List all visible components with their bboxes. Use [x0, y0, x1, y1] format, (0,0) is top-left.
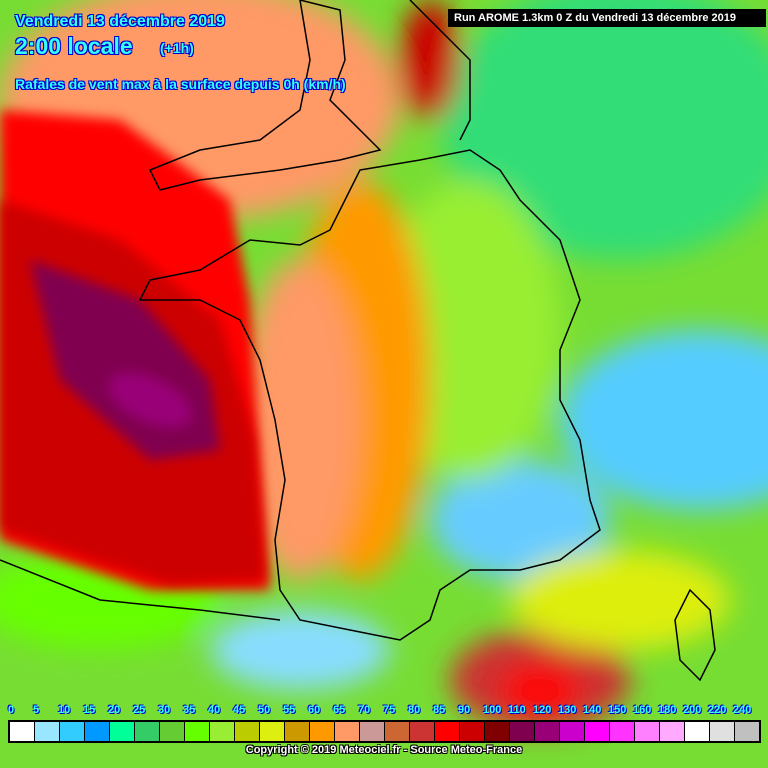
legend-label: 60: [308, 704, 321, 716]
legend-label: 120: [533, 704, 552, 716]
legend-swatch: [510, 722, 535, 741]
legend-label: 240: [733, 704, 752, 716]
legend-label: 20: [108, 704, 121, 716]
legend-swatch: [535, 722, 560, 741]
legend-label: 110: [508, 704, 526, 716]
legend-color-bar: [8, 720, 761, 743]
legend-label: 15: [83, 704, 96, 716]
legend-label: 160: [633, 704, 652, 716]
legend-swatch: [735, 722, 759, 741]
legend-swatch: [310, 722, 335, 741]
legend-swatch: [110, 722, 135, 741]
legend-label: 5: [33, 704, 40, 716]
legend-label: 100: [483, 704, 502, 716]
legend-swatch: [660, 722, 685, 741]
legend-swatch: [185, 722, 210, 741]
legend-swatch: [210, 722, 235, 741]
coastlines: [0, 0, 716, 682]
legend-label: 70: [358, 704, 371, 716]
legend-swatch: [360, 722, 385, 741]
legend-label: 65: [333, 704, 346, 716]
legend-swatch: [260, 722, 285, 741]
legend-label: 85: [433, 704, 446, 716]
legend-swatch: [385, 722, 410, 741]
legend-label: 80: [408, 704, 421, 716]
legend-label: 75: [383, 704, 396, 716]
run-info: Run AROME 1.3km 0 Z du Vendredi 13 décem…: [448, 9, 766, 27]
legend-label: 45: [233, 704, 246, 716]
legend-label: 140: [583, 704, 602, 716]
legend-label: 35: [183, 704, 196, 716]
legend-label: 0: [8, 704, 15, 716]
legend-label: 150: [608, 704, 627, 716]
legend-swatch: [35, 722, 60, 741]
storm-core: [108, 372, 192, 428]
legend-label: 55: [283, 704, 296, 716]
forecast-time: 2:00 locale: [15, 33, 133, 59]
legend-label: 130: [558, 704, 577, 716]
legend-label: 25: [133, 704, 146, 716]
legend-swatch: [710, 722, 735, 741]
legend-label: 220: [708, 704, 727, 716]
parameter-title: Rafales de vent max à la surface depuis …: [15, 76, 346, 92]
legend-swatch: [560, 722, 585, 741]
legend-swatch: [285, 722, 310, 741]
legend-swatch: [585, 722, 610, 741]
legend-swatch: [335, 722, 360, 741]
legend-labels: 0 5 10 15 20 25 30 35 40 45 50 55 60 65 70 75 80 85 90 100 1…: [8, 704, 762, 718]
legend-swatch: [685, 722, 710, 741]
legend-label: 180: [658, 704, 677, 716]
legend-label: 50: [258, 704, 271, 716]
legend-swatch: [610, 722, 635, 741]
legend-label: 200: [683, 704, 702, 716]
legend-swatch: [160, 722, 185, 741]
forecast-date: Vendredi 13 décembre 2019: [15, 13, 225, 30]
legend-swatch: [10, 722, 35, 741]
legend-swatch: [435, 722, 460, 741]
legend-label: 10: [58, 704, 71, 716]
forecast-offset: (+1h): [160, 40, 194, 56]
copyright: Copyright © 2019 Meteociel.fr - Source M…: [245, 744, 523, 756]
legend-swatch: [485, 722, 510, 741]
legend-label: 40: [208, 704, 221, 716]
legend-swatch: [635, 722, 660, 741]
legend-swatch: [60, 722, 85, 741]
legend-label: 90: [458, 704, 471, 716]
legend-label: 30: [158, 704, 171, 716]
legend-swatch: [135, 722, 160, 741]
legend-swatch: [410, 722, 435, 741]
legend-swatch: [85, 722, 110, 741]
legend-swatch: [235, 722, 260, 741]
legend-swatch: [460, 722, 485, 741]
